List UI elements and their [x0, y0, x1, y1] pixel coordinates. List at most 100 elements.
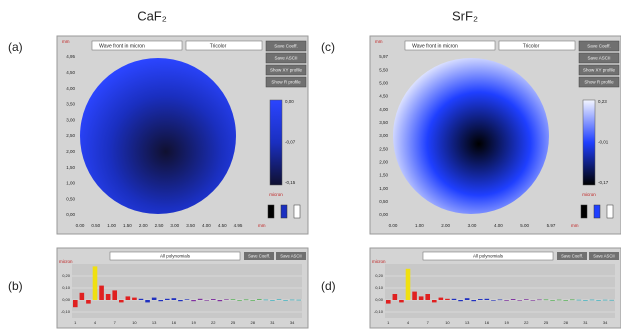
- x-tick-label: 10: [445, 320, 450, 325]
- bar: [576, 299, 582, 301]
- dropdown: [404, 40, 496, 51]
- button: [557, 252, 587, 260]
- y-tick-label: 2,50: [379, 146, 388, 151]
- colorbar-label: -0,15: [285, 180, 296, 185]
- x-tick-label: 1: [387, 320, 390, 325]
- x-tick-label: 2.00: [441, 223, 450, 228]
- x-tick-label: 1.50: [123, 223, 132, 228]
- bar: [451, 298, 457, 300]
- dropdown: [422, 251, 554, 261]
- bar: [250, 300, 256, 301]
- dropdown-text: All polynomials: [473, 254, 504, 259]
- bar: [609, 299, 615, 301]
- plot-area: [72, 264, 302, 318]
- swatch: [293, 204, 301, 219]
- x-tick-label: 3.50: [186, 223, 195, 228]
- y-tick-label: 3,50: [379, 120, 388, 125]
- dropdown: [498, 40, 576, 51]
- bar: [276, 299, 282, 300]
- heading: SrF₂: [452, 8, 478, 23]
- colorbar-unit: micron: [582, 192, 596, 197]
- x-tick-label: 7: [427, 320, 430, 325]
- y-tick-label: 5,00: [379, 81, 388, 86]
- bar: [589, 299, 595, 301]
- x-tick-label: 2.00: [139, 223, 148, 228]
- axis-unit: mm: [62, 39, 70, 44]
- bar: [392, 294, 398, 300]
- y-tick-label: 5,50: [379, 67, 388, 72]
- bar: [405, 268, 411, 300]
- wavefront-map: [393, 58, 549, 214]
- x-tick-label: 31: [270, 320, 275, 325]
- button: [265, 40, 307, 52]
- dropdown-text: Wave front in micron: [99, 43, 145, 49]
- button: [265, 64, 307, 76]
- bar: [256, 299, 262, 300]
- bar: [283, 300, 288, 301]
- button: [578, 76, 620, 88]
- x-tick-label: 13: [465, 320, 470, 325]
- swatch: [580, 204, 588, 219]
- y-tick-label: 0,10: [375, 285, 384, 290]
- colorbar-label: -0,01: [598, 140, 609, 145]
- x-tick-label: 0.00: [76, 223, 85, 228]
- bar: [523, 299, 529, 300]
- x-tick-label: 4.50: [218, 223, 227, 228]
- bar: [171, 298, 177, 300]
- bar: [412, 291, 417, 300]
- bar: [138, 298, 144, 300]
- y-tick-label: 4,50: [379, 94, 388, 99]
- dropdown: [91, 40, 183, 51]
- x-tick-label: 0.00: [389, 223, 398, 228]
- x-tick-label: 0.50: [91, 223, 100, 228]
- button-text: Show R profile: [271, 80, 301, 85]
- button: [578, 52, 620, 64]
- x-tick-label: 2.50: [155, 223, 164, 228]
- button-text: Save Coeff.: [561, 254, 583, 259]
- y-tick-label: 2,00: [379, 160, 388, 165]
- bar: [477, 299, 483, 300]
- button-text: Show R profile: [584, 80, 614, 85]
- x-tick-label: 31: [583, 320, 588, 325]
- bar: [79, 292, 85, 300]
- x-tick-label: 4.00: [494, 223, 503, 228]
- bar: [164, 298, 170, 300]
- bar: [510, 299, 516, 300]
- x-tick-label: 4: [94, 320, 97, 325]
- x-tick-label: 28: [250, 320, 255, 325]
- y-tick-label: 1,00: [379, 186, 388, 191]
- colorbar: [269, 99, 283, 186]
- y-tick-label: 0,00: [66, 212, 75, 217]
- dropdown: [185, 40, 263, 51]
- x-tick-label: 1: [74, 320, 77, 325]
- x-tick-label: 28: [563, 320, 568, 325]
- x-tick-label: 34: [290, 320, 295, 325]
- x-tick-label: 22: [524, 320, 529, 325]
- button: [276, 252, 306, 260]
- bar: [556, 299, 562, 301]
- y-tick-label: 2,50: [66, 133, 75, 138]
- y-tick-label: 0,20: [375, 273, 384, 278]
- bar: [537, 299, 542, 301]
- colorbar-unit: micron: [269, 192, 283, 197]
- panel-label: (c): [321, 40, 335, 54]
- bar: [145, 300, 150, 303]
- swatch: [606, 204, 614, 219]
- bar: [464, 298, 470, 300]
- bar: [596, 300, 601, 301]
- bar: [296, 299, 302, 301]
- bar: [399, 300, 404, 303]
- bar: [125, 296, 131, 300]
- x-tick-label: 22: [211, 320, 216, 325]
- heading: CaF₂: [137, 8, 167, 23]
- bar: [230, 299, 236, 300]
- x-tick-label: 3.00: [170, 223, 179, 228]
- bar: [184, 299, 190, 300]
- bar: [191, 300, 196, 302]
- y-tick-label: 1,50: [379, 173, 388, 178]
- y-tick-label: 5,97: [379, 54, 388, 59]
- y-tick-label: 4,00: [379, 107, 388, 112]
- button-text: Save Coeff.: [587, 44, 610, 49]
- bar: [99, 285, 104, 300]
- x-tick-label: 34: [603, 320, 608, 325]
